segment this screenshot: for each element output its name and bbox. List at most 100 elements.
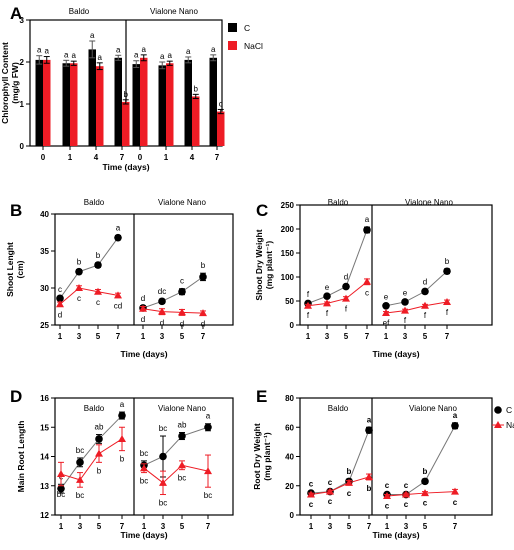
panel-b-series-nacl-line <box>59 287 119 305</box>
panel-e-point-c <box>451 421 459 430</box>
panel-b-series-c-line <box>59 237 119 299</box>
panel-a-x-axis-label: Time (days) <box>102 162 149 172</box>
panel-d-significance-letter: bc <box>76 491 84 500</box>
panel-b-ytick-label: 25 <box>40 321 49 330</box>
panel-c-series-c-line <box>307 229 368 304</box>
panel-b-frame <box>54 213 234 326</box>
panel-e-significance-letter: c <box>328 497 333 506</box>
panel-c-significance-letter: f <box>307 311 310 320</box>
panel-b-series-c-line <box>142 276 204 309</box>
panel-d-point-nacl <box>95 449 103 457</box>
bar-significance-letter: a <box>134 51 139 60</box>
panel-b-point-c <box>158 297 166 306</box>
panel-d-significance-letter: bc <box>159 424 167 433</box>
panel-d-x-axis-label: Time (days) <box>120 530 167 540</box>
panel-b-group-label: Baldo <box>84 198 105 207</box>
panel-d-significance-letter: ab <box>95 423 104 432</box>
panel-c-significance-letter: e <box>384 292 389 301</box>
panel-c-ytick-label: 100 <box>281 273 295 282</box>
panel-c-significance-letter: a <box>365 215 370 224</box>
panel-a-ytick-label: 2 <box>20 58 25 67</box>
panel-d-y-axis-label: Main Root Length <box>16 421 26 493</box>
panel-b-significance-letter: b <box>96 251 101 260</box>
panel-c-ytick-label: 200 <box>281 225 295 234</box>
panel-b-point-nacl <box>139 304 147 312</box>
panel-d-xtick-label: 5 <box>97 522 102 531</box>
panel-c-point-nacl <box>304 301 312 309</box>
panel-c-point-c <box>323 292 331 301</box>
y-axis-label-line: (cm) <box>15 260 25 278</box>
panel-d-point-c <box>118 411 126 420</box>
bar-significance-letter: a <box>186 47 191 56</box>
panel-c-significance-letter: f <box>424 311 427 320</box>
panel-d-significance-letter: bc <box>140 477 148 486</box>
panel-e-xtick-label: 1 <box>385 522 390 531</box>
panel-c-significance-letter: b <box>445 257 450 266</box>
panel-d-ytick-label: 15 <box>40 423 49 432</box>
panel-d-xtick-label: 3 <box>161 522 166 531</box>
panel-a-xtick-label: 0 <box>41 153 46 162</box>
panel-d-point-c <box>95 435 103 443</box>
panel-b-significance-letter: dc <box>158 287 166 296</box>
panel-b-xtick-label: 1 <box>58 332 63 341</box>
panel-a-xtick-label: 1 <box>68 153 73 162</box>
panel-c-series-c-line <box>385 270 448 307</box>
panel-a-xtick-label: 4 <box>190 153 195 162</box>
panel-d-group-label: Vialone Nano <box>158 404 206 413</box>
panel-d-xtick-label: 1 <box>142 522 147 531</box>
panel-c-significance-letter: e <box>325 283 330 292</box>
panel-c-point-c <box>443 267 451 276</box>
panel-a-group-label: Baldo <box>69 7 90 16</box>
y-axis-label-line: Root Dry Weight <box>252 423 262 490</box>
bar-significance-letter: c <box>219 99 223 108</box>
panel-c-xtick-label: 5 <box>423 332 428 341</box>
panel-d-point-nacl <box>76 475 84 483</box>
panel-d-significance-letter: a <box>206 412 211 421</box>
panel-b-significance-letter: c <box>180 277 184 286</box>
panel-d-ytick-label: 14 <box>40 453 49 462</box>
panel-e-series-nacl-line <box>386 491 456 497</box>
panel-d-letter: D <box>10 387 22 406</box>
panel-e-letter: E <box>256 387 267 406</box>
bar-c <box>209 57 217 146</box>
panel-c-point-nacl <box>421 301 429 309</box>
panel-b-significance-letter: c <box>96 298 100 307</box>
panel-e-significance-letter: c <box>385 481 390 490</box>
panel-e-xtick-label: 5 <box>423 522 428 531</box>
panel-d-xtick-label: 7 <box>120 522 125 531</box>
panel-b-significance-letter: b <box>201 261 206 270</box>
panel-c-x-axis-label: Time (days) <box>372 349 419 359</box>
panel-e-significance-letter: c <box>404 500 409 509</box>
panel-e-significance-letter: c <box>404 481 409 490</box>
bar-nacl <box>166 63 174 147</box>
panel-b-point-c <box>178 287 186 296</box>
panel-e-significance-letter: c <box>309 480 314 489</box>
panel-c-significance-letter: f <box>404 316 407 325</box>
panel-e-point-nacl <box>326 487 334 495</box>
panel-e-significance-letter: c <box>423 499 428 508</box>
panel-e-significance-letter: b <box>347 467 352 476</box>
bar-c <box>114 57 122 146</box>
panel-c-series-nacl-line <box>385 301 448 314</box>
panel-b-letter: B <box>10 201 22 220</box>
panel-b-y-axis-label: Shoot Lenght(cm) <box>5 242 25 297</box>
panel-e-ytick-label: 0 <box>290 511 295 520</box>
panel-c-point-c <box>363 226 371 234</box>
panel-d-significance-letter: bc <box>57 490 65 499</box>
panel-b-ytick-label: 35 <box>40 247 49 256</box>
panel-d-series-c-line <box>143 426 209 466</box>
panel-e-x-axis-label: Time (days) <box>372 530 419 540</box>
panel-e-group-label: Vialone Nano <box>409 404 457 413</box>
panel-c-ytick-label: 0 <box>290 321 295 330</box>
legend-marker-nacl <box>494 421 502 428</box>
legend-label-c: C <box>506 405 512 415</box>
panel-d-significance-letter: bc <box>76 446 84 455</box>
bar-c <box>62 63 70 147</box>
panel-e-significance-letter: b <box>367 484 372 493</box>
panel-c-point-nacl <box>382 309 390 316</box>
bar-c <box>88 49 96 146</box>
bar-significance-letter: a <box>116 45 121 54</box>
panel-c-letter: C <box>256 201 268 220</box>
panel-b-series-nacl-line <box>142 308 204 314</box>
panel-b-significance-letter: d <box>160 319 164 328</box>
